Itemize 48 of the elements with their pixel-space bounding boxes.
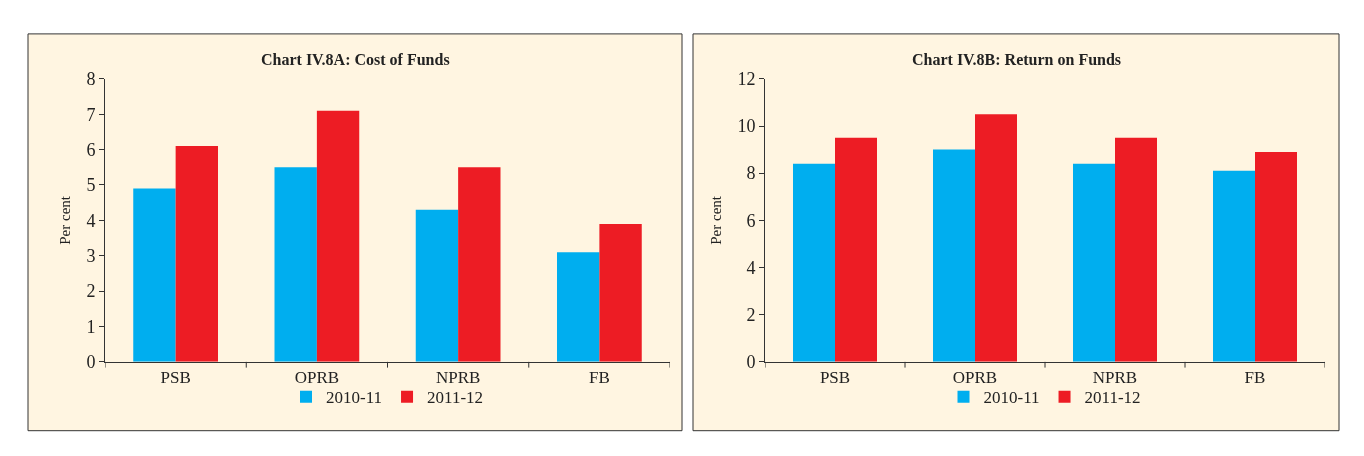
- y-tick-label: 0: [86, 352, 96, 373]
- y-tick-label: 8: [746, 163, 756, 184]
- y-tick-label: 12: [737, 69, 756, 90]
- x-tick-label: OPRB: [952, 368, 998, 388]
- y-axis-title: Per cent: [56, 195, 73, 245]
- bar: [316, 110, 360, 362]
- legend-label: 2011-12: [1084, 388, 1141, 408]
- y-tick-label: 0: [746, 352, 756, 373]
- legend-label: 2011-12: [427, 388, 484, 408]
- y-tick-label: 2: [746, 304, 756, 325]
- bar: [1255, 151, 1297, 362]
- bar: [1213, 170, 1255, 362]
- x-tick-label: NPRB: [435, 368, 481, 388]
- y-tick-label: 10: [737, 116, 756, 137]
- bar: [133, 188, 176, 362]
- bar: [1073, 163, 1115, 362]
- bar: [415, 209, 459, 362]
- legend-label: 2010-11: [326, 388, 383, 408]
- x-tick-label: PSB: [819, 368, 851, 388]
- x-tick-label: OPRB: [294, 368, 340, 388]
- y-tick-label: 6: [746, 210, 756, 231]
- y-tick-label: 8: [86, 69, 96, 90]
- legend-label: 2010-11: [983, 388, 1040, 408]
- bar: [175, 146, 218, 362]
- y-axis-title: Per cent: [707, 195, 724, 245]
- bar: [557, 252, 600, 362]
- chart-title: Chart IV.8B: Return on Funds: [912, 51, 1122, 68]
- x-tick-label: FB: [588, 368, 610, 388]
- y-tick-label: 2: [86, 281, 96, 302]
- y-tick-label: 3: [86, 246, 96, 267]
- bar: [599, 223, 642, 362]
- bar: [1115, 137, 1157, 362]
- chart-title: Chart IV.8A: Cost of Funds: [261, 51, 450, 68]
- bar: [933, 149, 975, 362]
- bar: [975, 114, 1017, 362]
- y-tick-label: 5: [86, 175, 96, 196]
- x-tick-label: FB: [1244, 368, 1266, 388]
- y-tick-label: 6: [86, 139, 96, 160]
- y-tick-label: 4: [86, 210, 96, 231]
- bar: [835, 137, 877, 362]
- y-tick-label: 7: [86, 104, 96, 125]
- x-tick-label: NPRB: [1092, 368, 1138, 388]
- y-tick-label: 4: [746, 257, 756, 278]
- x-tick-label: PSB: [160, 368, 191, 388]
- bar: [458, 167, 501, 362]
- bar: [274, 167, 317, 362]
- y-tick-label: 1: [86, 316, 96, 337]
- bar: [793, 163, 835, 362]
